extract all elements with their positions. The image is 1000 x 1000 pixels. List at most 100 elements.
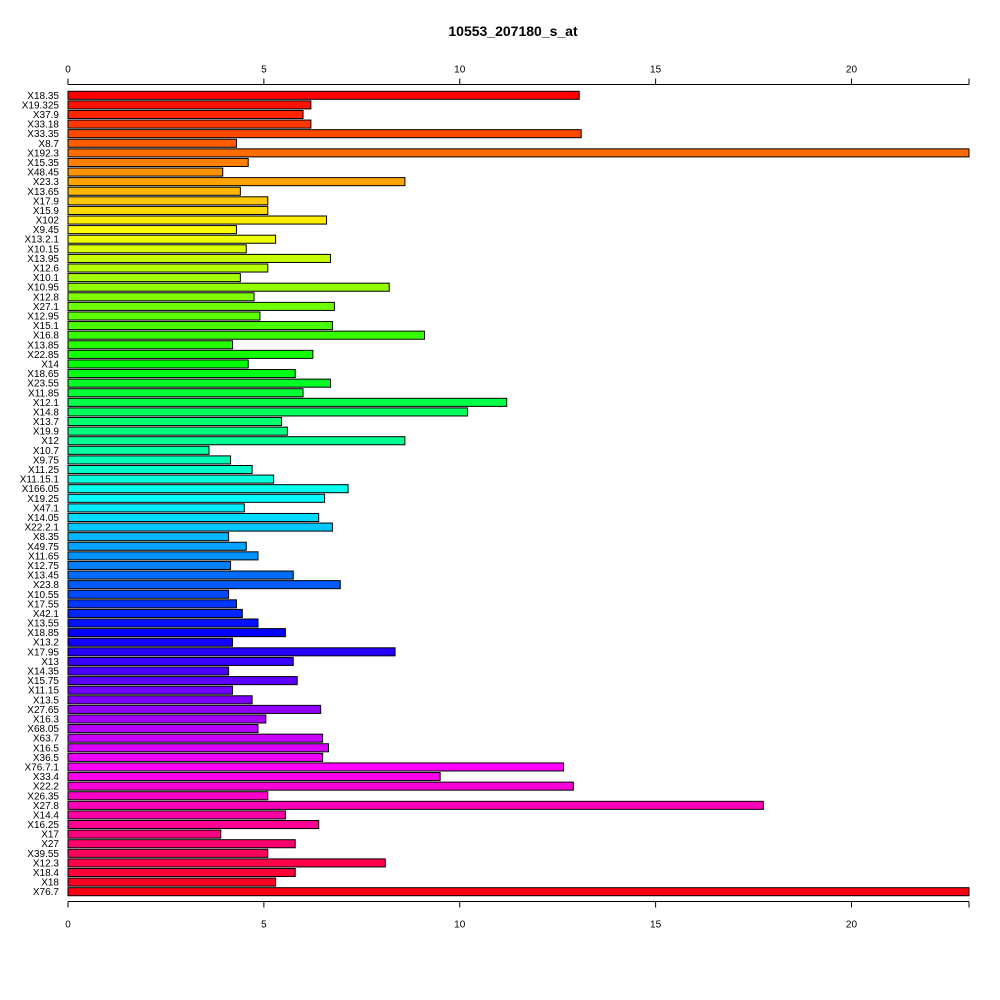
category-label: X14.4 [33, 810, 60, 821]
bars-group [67, 90, 970, 897]
category-label: X13.55 [27, 619, 59, 630]
bar [67, 129, 582, 139]
bar [67, 157, 249, 167]
bar [67, 397, 508, 407]
tick-label: 5 [261, 920, 267, 931]
bottom-x-axis: 0 5 10 15 20 [65, 901, 970, 931]
category-label: X14.8 [33, 407, 60, 418]
category-label: X10.7 [33, 446, 60, 457]
bar [67, 570, 294, 580]
bar [67, 330, 425, 340]
category-label: X10.55 [27, 590, 59, 601]
bar [67, 349, 314, 359]
tick-label: 20 [846, 920, 858, 931]
bar [67, 100, 312, 110]
bar [67, 407, 469, 417]
bar [67, 90, 580, 100]
bar [67, 119, 312, 129]
category-label: X12.6 [33, 264, 60, 275]
category-label: X10.15 [27, 244, 59, 255]
category-label: X15.1 [33, 321, 60, 332]
bar [67, 800, 764, 810]
category-label: X12.3 [33, 858, 60, 869]
bar [67, 253, 331, 263]
tick-label: 20 [846, 65, 858, 76]
category-label: X12 [41, 436, 59, 447]
bar [67, 618, 259, 628]
category-label: X18.4 [33, 868, 60, 879]
category-label: X23.8 [33, 580, 60, 591]
bar [67, 532, 230, 542]
category-label: X15.9 [33, 206, 60, 217]
category-label: X9.75 [33, 455, 60, 466]
category-label: X16.3 [33, 714, 60, 725]
category-label: X27.65 [27, 705, 59, 716]
bar [67, 714, 267, 724]
tick-label: 0 [65, 65, 71, 76]
bar [67, 781, 574, 791]
bar [67, 820, 320, 830]
category-label: X16.8 [33, 331, 60, 342]
category-label: X11.15 [28, 686, 59, 697]
bar [67, 522, 333, 532]
bar [67, 417, 282, 427]
category-label: X17 [41, 830, 59, 841]
bar [67, 867, 296, 878]
category-label: X37.9 [33, 110, 60, 121]
bar [67, 215, 328, 225]
category-label: X19.9 [33, 427, 60, 438]
category-label: X26.35 [27, 791, 59, 802]
category-label: X11.15.1 [20, 475, 60, 486]
category-label: X13 [41, 657, 59, 668]
bar [67, 858, 386, 868]
category-label: X14.35 [27, 667, 59, 678]
bar [67, 340, 234, 350]
category-label: X22.2.1 [25, 523, 60, 534]
bar [67, 292, 255, 302]
bar [67, 733, 324, 743]
category-label: X15.35 [27, 158, 59, 169]
bar [67, 637, 234, 647]
bar [67, 541, 247, 551]
category-label: X12.95 [27, 311, 59, 322]
category-label: X13.5 [33, 695, 60, 706]
bar [67, 685, 234, 695]
bar [67, 743, 330, 753]
top-x-axis: 0 5 10 15 20 [65, 65, 970, 85]
category-label: X14 [41, 359, 59, 370]
bar [67, 877, 277, 887]
category-label: X13.65 [27, 187, 59, 198]
category-labels: X18.35X19.325X37.9X33.18X33.35X8.7X192.3… [20, 91, 60, 898]
bar [67, 772, 441, 782]
category-label: X23.55 [27, 379, 59, 390]
category-label: X42.1 [33, 609, 60, 620]
bar [67, 321, 333, 331]
chart-title: 10553_207180_s_at [448, 23, 578, 39]
category-label: X8.35 [33, 532, 60, 543]
category-label: X33.4 [33, 772, 60, 783]
category-label: X18.35 [27, 91, 59, 102]
bar [67, 628, 286, 638]
tick-label: 5 [261, 65, 267, 76]
category-label: X11.65 [28, 551, 59, 562]
tick-label: 10 [454, 920, 466, 931]
bar [67, 388, 304, 398]
bar [67, 647, 396, 657]
category-label: X13.85 [27, 340, 59, 351]
category-label: X17.95 [27, 647, 59, 658]
category-label: X13.7 [33, 417, 60, 428]
category-label: X27 [41, 839, 59, 850]
bar [67, 455, 232, 465]
bar [67, 512, 320, 523]
category-label: X10.1 [33, 273, 60, 284]
bar [67, 589, 230, 599]
bar [67, 791, 269, 801]
category-label: X8.7 [38, 139, 59, 150]
category-label: X18 [41, 878, 59, 889]
bar [67, 273, 241, 283]
category-label: X16.25 [27, 820, 59, 831]
category-label: X13.2.1 [25, 235, 60, 246]
bar [67, 666, 230, 676]
bar [67, 445, 210, 455]
bar [67, 810, 286, 820]
